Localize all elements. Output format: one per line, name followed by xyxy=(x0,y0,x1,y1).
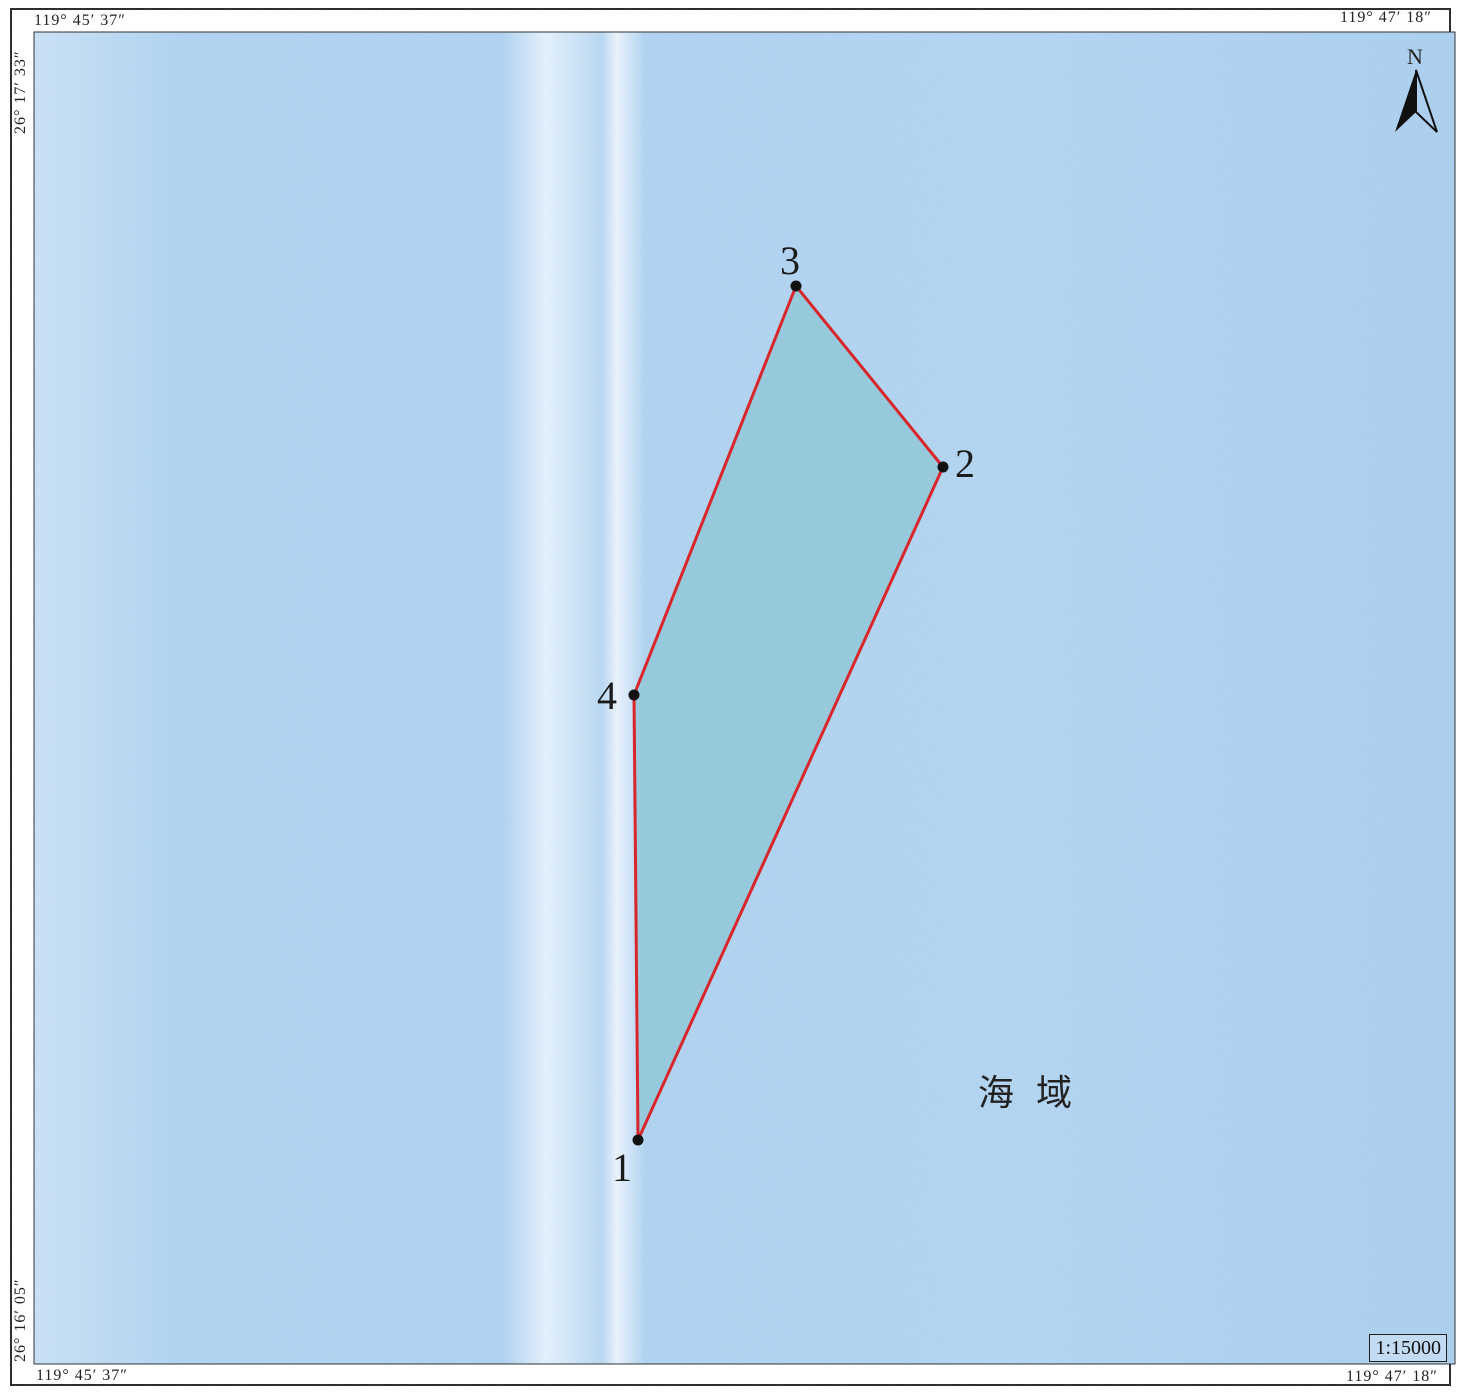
vertex-point-1[interactable] xyxy=(632,1134,644,1146)
lat-label-top: 26° 17′ 33″ xyxy=(12,50,29,134)
vertex-label-4: 4 xyxy=(597,673,617,718)
sea-area-label: 海域 xyxy=(978,1073,1095,1114)
vertex-point-2[interactable] xyxy=(937,461,949,473)
lon-label-top-right: 119° 47′ 18″ xyxy=(1340,9,1432,26)
north-label: N xyxy=(1407,44,1423,69)
vertex-label-2: 2 xyxy=(955,441,975,486)
lon-label-bottom-right: 119° 47′ 18″ xyxy=(1346,1368,1438,1385)
scale-box: 1:15000 xyxy=(1369,1334,1447,1362)
lon-label-bottom-left: 119° 45′ 37″ xyxy=(36,1367,128,1384)
north-arrow-icon xyxy=(1395,69,1438,133)
vertex-point-4[interactable] xyxy=(628,689,640,701)
inner-neatline xyxy=(33,31,1456,1365)
vertex-point-3[interactable] xyxy=(790,280,802,292)
lon-label-top-left: 119° 45′ 37″ xyxy=(34,12,126,29)
vertex-label-3: 3 xyxy=(780,238,800,283)
vertex-label-1: 1 xyxy=(612,1145,632,1190)
lat-label-bottom: 26° 16′ 05″ xyxy=(12,1278,29,1362)
